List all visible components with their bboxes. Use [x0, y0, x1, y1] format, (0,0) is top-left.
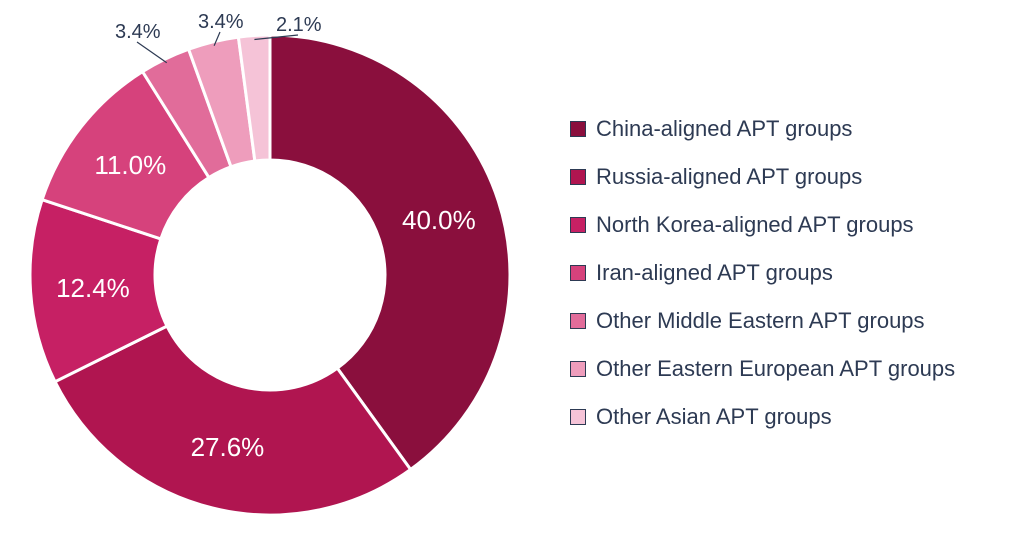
legend-label-5: Other Eastern European APT groups	[596, 356, 955, 382]
slice-label-3: 11.0%	[94, 152, 166, 178]
legend-swatch-1	[570, 169, 586, 185]
slice-label-2: 12.4%	[56, 275, 130, 301]
legend-item-5: Other Eastern European APT groups	[570, 356, 1024, 382]
donut-chart: 40.0% 27.6% 12.4% 11.0% 3.4% 3.4% 2.1%	[0, 0, 540, 545]
legend-item-1: Russia-aligned APT groups	[570, 164, 1024, 190]
slice-label-4: 3.4%	[115, 22, 161, 42]
legend-item-4: Other Middle Eastern APT groups	[570, 308, 1024, 334]
legend-label-4: Other Middle Eastern APT groups	[596, 308, 925, 334]
legend-item-2: North Korea-aligned APT groups	[570, 212, 1024, 238]
legend-item-6: Other Asian APT groups	[570, 404, 1024, 430]
legend-item-3: Iran-aligned APT groups	[570, 260, 1024, 286]
slice-label-6: 2.1%	[276, 15, 322, 35]
legend-item-0: China-aligned APT groups	[570, 116, 1024, 142]
legend-swatch-5	[570, 361, 586, 377]
slice-label-5: 3.4%	[198, 12, 244, 32]
legend-swatch-3	[570, 265, 586, 281]
legend-label-2: North Korea-aligned APT groups	[596, 212, 914, 238]
legend-swatch-4	[570, 313, 586, 329]
slice-label-0: 40.0%	[402, 207, 476, 233]
legend-swatch-0	[570, 121, 586, 137]
legend-swatch-6	[570, 409, 586, 425]
legend: China-aligned APT groups Russia-aligned …	[570, 116, 1024, 430]
slice-label-1: 27.6%	[191, 434, 265, 460]
legend-label-1: Russia-aligned APT groups	[596, 164, 862, 190]
legend-swatch-2	[570, 217, 586, 233]
legend-label-3: Iran-aligned APT groups	[596, 260, 833, 286]
legend-label-6: Other Asian APT groups	[596, 404, 832, 430]
legend-label-0: China-aligned APT groups	[596, 116, 852, 142]
